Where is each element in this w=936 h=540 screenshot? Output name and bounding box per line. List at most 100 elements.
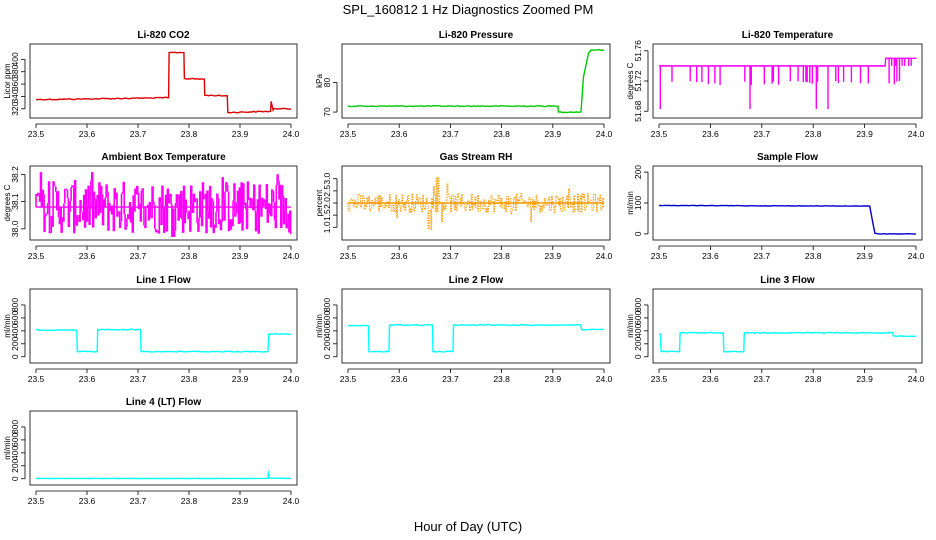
panel-sample-flow-y-tick-label: 100 — [633, 196, 643, 210]
panel-ambient-box-temperature-title: Ambient Box Temperature — [101, 152, 226, 163]
panel-li-820-temperature-y-tick-label: 51.76 — [633, 40, 643, 62]
panel-line-3-flow-x-tick-label: 23.7 — [754, 374, 771, 384]
panel-li-820-pressure-x-tick-label: 23.5 — [340, 129, 357, 139]
panel-li-820-temperature-y-tick-label: 51.68 — [633, 100, 643, 122]
panel-gas-stream-rh-x-tick-label: 23.5 — [340, 251, 357, 261]
panel-line-4-lt-flow-y-tick-label: 0 — [10, 476, 20, 481]
panel-sample-flow-frame — [652, 165, 923, 241]
panel-line-2-flow-ylabel: ml/min — [315, 314, 324, 338]
panel-ambient-box-temperature-frame — [29, 165, 298, 241]
panel-li-820-pressure-y-tick-label: 70 — [322, 107, 332, 117]
panel-li-820-co2-x-tick-label: 23.8 — [181, 129, 198, 139]
panel-line-1-flow-title: Line 1 Flow — [136, 275, 191, 286]
panel-li-820-co2-title: Li-820 CO2 — [137, 30, 190, 41]
panel-gas-stream-rh-y-tick-label: 1.5 — [322, 209, 332, 221]
panel-ambient-box-temperature-ylabel: degrees C — [3, 184, 12, 221]
panel-li-820-co2-y-tick-label: 380 — [10, 64, 20, 78]
panel-sample-flow-x-tick-label: 23.5 — [651, 251, 668, 261]
panel-line-2-flow-x-tick-label: 23.6 — [391, 374, 408, 384]
panel-li-820-temperature-ylabel: degrees C — [626, 62, 635, 99]
panel-sample-flow-y-tick-label: 0 — [633, 231, 643, 236]
panel-gas-stream-rh-noise — [347, 177, 605, 230]
panel-li-820-co2-ylabel: Licor ppm — [3, 63, 12, 98]
panel-li-820-pressure-series-line — [347, 48, 605, 114]
panel-line-2-flow-y-tick-label: 0 — [322, 354, 332, 359]
panel-line-1-flow-x-tick-label: 23.9 — [232, 374, 249, 384]
panel-gas-stream-rh-title: Gas Stream RH — [440, 152, 513, 163]
panel-line-4-lt-flow-y-tick-label: 800 — [10, 420, 20, 434]
panel-line-3-flow-x-tick-label: 23.8 — [805, 374, 822, 384]
panel-sample-flow-x-tick-label: 23.9 — [856, 251, 873, 261]
panel-line-1-flow-y-tick-label: 200 — [10, 336, 20, 350]
panel-line-4-lt-flow: Line 4 (LT) Flow ml/min 23.5 23.6 23.7 23.8 23… — [3, 397, 300, 506]
panel-li-820-temperature-y-tick-label: 51.72 — [633, 70, 643, 92]
panel-gas-stream-rh-y-tick-label: 1.0 — [322, 221, 332, 233]
panels: Li-820 CO2 Licor ppm 23.5 23.6 23.7 23.8 23.9 2… — [3, 30, 925, 506]
panel-line-1-flow-series-line — [36, 328, 292, 353]
panel-line-4-lt-flow-series-line — [35, 470, 291, 480]
panel-sample-flow-x-tick-label: 23.7 — [754, 251, 771, 261]
panel-li-820-temperature-series-line — [659, 57, 916, 67]
panel-ambient-box-temperature: Ambient Box Temperature degrees C 23.5 23.6… — [3, 152, 300, 261]
panel-li-820-pressure-x-tick-label: 23.9 — [545, 129, 562, 139]
panel-line-3-flow-y-tick-label: 200 — [633, 336, 643, 350]
panel-gas-stream-rh-x-tick-label: 23.9 — [545, 251, 562, 261]
panel-line-1-flow-x-tick-label: 23.7 — [130, 374, 147, 384]
panel-line-1-flow-x-tick-label: 23.6 — [79, 374, 96, 384]
panel-li-820-co2-y-tick-label: 340 — [10, 89, 20, 103]
panel-li-820-co2-y-tick-label: 320 — [10, 101, 20, 115]
panel-sample-flow-x-tick-label: 23.6 — [702, 251, 719, 261]
panel-li-820-co2-series-line — [35, 51, 292, 114]
panel-ambient-box-temperature-x-tick-label: 23.9 — [232, 251, 249, 261]
panel-line-4-lt-flow-y-tick-label: 600 — [10, 433, 20, 447]
panel-li-820-co2: Li-820 CO2 Licor ppm 23.5 23.6 23.7 23.8 23.9 2… — [3, 30, 300, 139]
figure-xlabel: Hour of Day (UTC) — [414, 519, 522, 534]
panel-line-3-flow-series-line — [659, 331, 917, 353]
panel-li-820-co2-y-tick-label: 400 — [10, 52, 20, 66]
panel-line-4-lt-flow-x-tick-label: 23.5 — [28, 496, 45, 506]
panel-line-3-flow-y-tick-label: 0 — [633, 354, 643, 359]
panel-line-4-lt-flow-x-tick-label: 24.0 — [283, 496, 300, 506]
panel-line-3-flow-x-tick-label: 24.0 — [908, 374, 925, 384]
panel-sample-flow-ylabel: ml/min — [626, 191, 635, 215]
panel-line-2-flow-series-line — [347, 323, 605, 353]
panel-li-820-temperature-x-tick-label: 23.6 — [702, 129, 719, 139]
panel-li-820-co2-x-tick-label: 23.9 — [232, 129, 249, 139]
panel-li-820-co2-x-tick-label: 23.5 — [28, 129, 45, 139]
panel-line-3-flow-title: Line 3 Flow — [760, 275, 815, 286]
panel-line-1-flow: Line 1 Flow ml/min 23.5 23.6 23.7 23.8 23.9 24.… — [3, 275, 300, 384]
panel-line-1-flow-ylabel: ml/min — [3, 314, 12, 338]
panel-line-4-lt-flow-x-tick-label: 23.7 — [130, 496, 147, 506]
panel-line-4-lt-flow-x-tick-label: 23.9 — [232, 496, 249, 506]
panel-ambient-box-temperature-x-tick-label: 23.6 — [79, 251, 96, 261]
panel-line-1-flow-y-tick-label: 0 — [10, 354, 20, 359]
panel-line-2-flow-x-tick-label: 23.5 — [340, 374, 357, 384]
panel-li-820-temperature-x-tick-label: 24.0 — [908, 129, 925, 139]
panel-li-820-co2-frame — [29, 43, 298, 119]
panel-sample-flow-x-tick-label: 23.8 — [805, 251, 822, 261]
panel-line-2-flow-x-tick-label: 23.8 — [493, 374, 510, 384]
panel-line-4-lt-flow-x-tick-label: 23.6 — [79, 496, 96, 506]
panel-sample-flow-series-line — [658, 204, 917, 235]
panel-line-3-flow-frame — [652, 288, 923, 364]
panel-line-2-flow-y-tick-label: 400 — [322, 323, 332, 337]
panel-line-2-flow-x-tick-label: 24.0 — [596, 374, 613, 384]
panel-li-820-co2-x-tick-label: 24.0 — [283, 129, 300, 139]
panel-li-820-pressure-y-tick-label: 80 — [322, 77, 332, 87]
panel-gas-stream-rh-y-tick-label: 3.0 — [322, 173, 332, 185]
panel-li-820-pressure-ylabel: kPa — [315, 74, 324, 88]
panel-ambient-box-temperature-x-tick-label: 23.5 — [28, 251, 45, 261]
panel-line-1-flow-x-tick-label: 24.0 — [283, 374, 300, 384]
panel-line-4-lt-flow-y-tick-label: 200 — [10, 458, 20, 472]
panel-line-2-flow-x-tick-label: 23.9 — [545, 374, 562, 384]
panel-ambient-box-temperature-noise — [35, 172, 292, 237]
panel-li-820-pressure-x-tick-label: 23.8 — [493, 129, 510, 139]
panel-li-820-pressure-x-tick-label: 23.7 — [442, 129, 459, 139]
panel-line-3-flow-x-tick-label: 23.5 — [651, 374, 668, 384]
panel-line-1-flow-y-tick-label: 800 — [10, 298, 20, 312]
panel-line-2-flow-title: Line 2 Flow — [449, 275, 504, 286]
panel-line-3-flow-x-tick-label: 23.9 — [856, 374, 873, 384]
panel-ambient-box-temperature-y-tick-label: 38.1 — [10, 193, 20, 210]
panel-ambient-box-temperature-y-tick-label: 38.2 — [10, 166, 20, 183]
